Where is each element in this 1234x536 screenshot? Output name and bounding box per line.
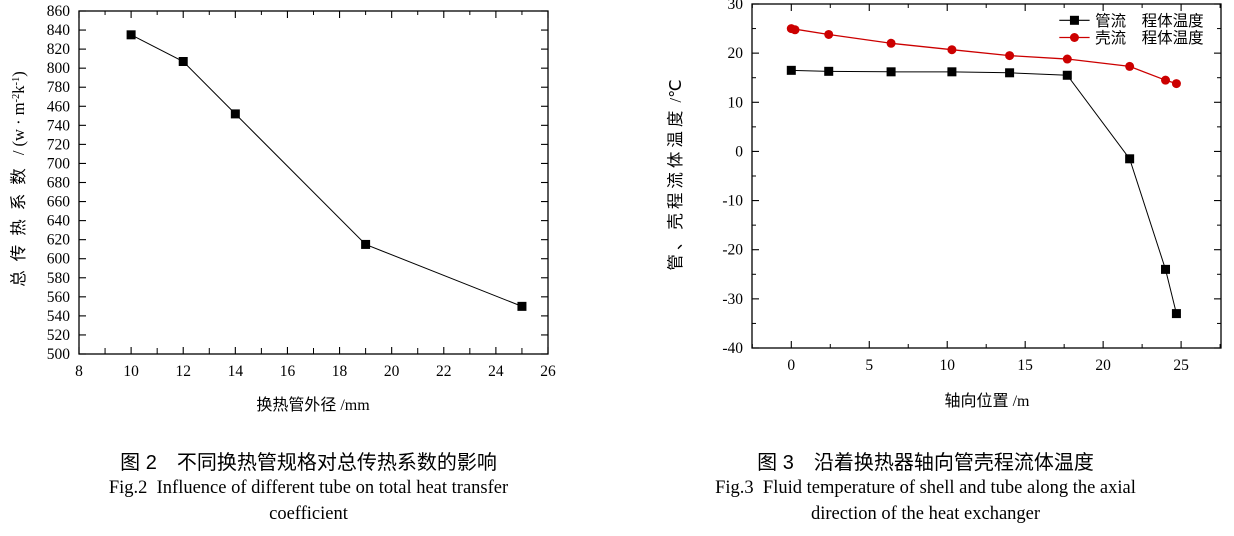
svg-text:壳流 程体温度: 壳流 程体温度: [1095, 29, 1204, 47]
svg-text:460: 460: [47, 98, 71, 115]
svg-text:16: 16: [280, 363, 296, 380]
svg-text:700: 700: [47, 155, 71, 172]
svg-text:520: 520: [47, 327, 71, 344]
svg-text:820: 820: [47, 41, 71, 58]
svg-text:-20: -20: [722, 242, 743, 259]
svg-text:540: 540: [47, 308, 71, 325]
svg-text:860: 860: [47, 3, 71, 20]
svg-text:500: 500: [47, 346, 71, 363]
svg-text:管、壳程流体温度 /℃: 管、壳程流体温度 /℃: [666, 79, 685, 270]
svg-text:660: 660: [47, 194, 71, 211]
svg-text:840: 840: [47, 22, 71, 39]
svg-text:560: 560: [47, 289, 71, 306]
svg-text:10: 10: [939, 357, 955, 374]
svg-text:10: 10: [123, 363, 139, 380]
svg-text:5: 5: [865, 357, 873, 374]
svg-text:800: 800: [47, 60, 71, 77]
svg-text:-40: -40: [722, 340, 743, 357]
svg-text:15: 15: [1017, 357, 1033, 374]
svg-text:680: 680: [47, 175, 71, 192]
svg-text:25: 25: [1173, 357, 1189, 374]
svg-text:600: 600: [47, 251, 71, 268]
svg-text:26: 26: [540, 363, 556, 380]
svg-text:22: 22: [436, 363, 452, 380]
svg-text:-30: -30: [722, 291, 743, 308]
svg-text:20: 20: [1095, 357, 1111, 374]
svg-text:轴向位置 /m: 轴向位置 /m: [945, 392, 1030, 410]
svg-text:720: 720: [47, 136, 71, 153]
svg-text:8: 8: [75, 363, 83, 380]
svg-text:换热管外径 /mm: 换热管外径 /mm: [256, 396, 370, 414]
svg-text:12: 12: [175, 363, 191, 380]
svg-text:580: 580: [47, 270, 71, 287]
svg-text:640: 640: [47, 213, 71, 230]
svg-text:总传热系数 / (w · m-2k-1): 总传热系数 / (w · m-2k-1): [9, 71, 28, 287]
svg-text:0: 0: [735, 143, 743, 160]
svg-text:24: 24: [488, 363, 504, 380]
svg-text:20: 20: [384, 363, 400, 380]
svg-text:0: 0: [787, 357, 795, 374]
svg-text:10: 10: [728, 94, 744, 111]
svg-text:780: 780: [47, 79, 71, 96]
svg-text:-10: -10: [722, 193, 743, 210]
svg-text:14: 14: [228, 363, 244, 380]
svg-text:30: 30: [728, 0, 744, 13]
svg-text:620: 620: [47, 232, 71, 249]
svg-text:20: 20: [728, 45, 744, 62]
svg-text:18: 18: [332, 363, 348, 380]
svg-text:740: 740: [47, 117, 71, 134]
svg-text:管流 程体温度: 管流 程体温度: [1095, 12, 1204, 30]
